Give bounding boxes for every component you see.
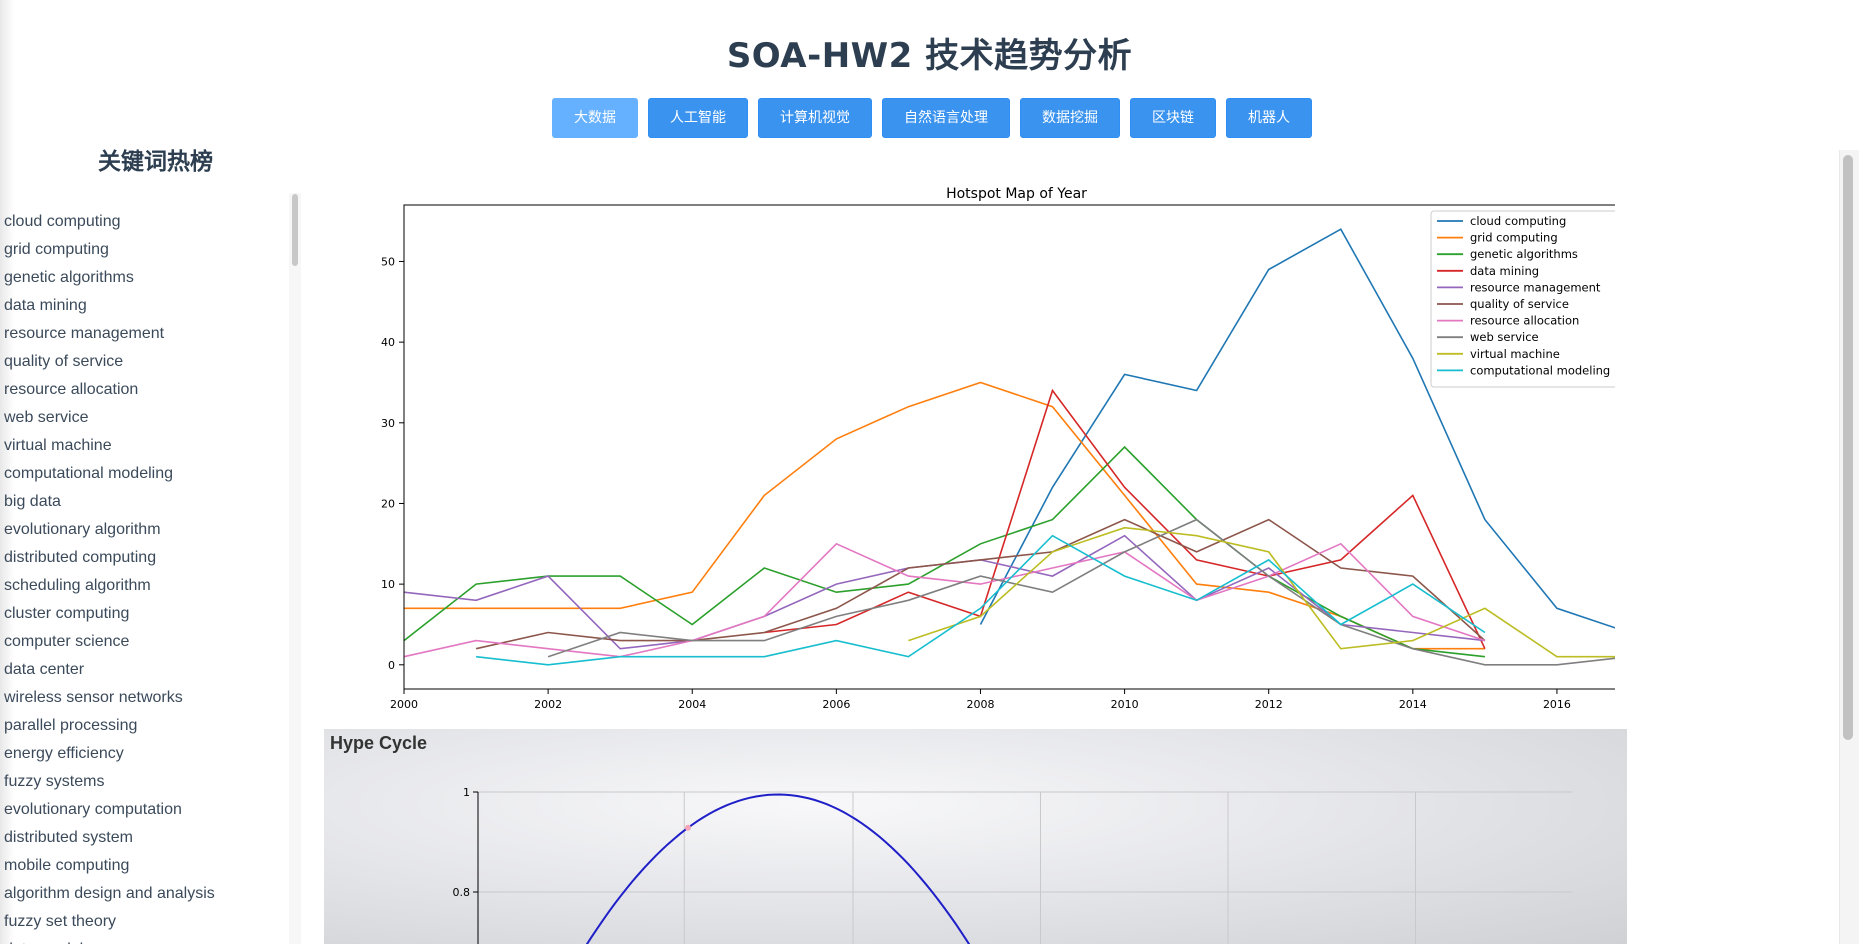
- keyword-item[interactable]: resource management: [0, 320, 299, 348]
- x-tick-label: 2002: [534, 698, 562, 711]
- keyword-item[interactable]: cloud computing: [0, 208, 299, 236]
- legend-label: web service: [1470, 330, 1539, 344]
- page-title: SOA-HW2 技术趋势分析: [0, 28, 1859, 77]
- hype-cycle-panel: 0.8 1 Hype Cycle: [324, 729, 1627, 944]
- x-tick-label: 2004: [678, 698, 706, 711]
- x-tick-label: 2016: [1543, 698, 1571, 711]
- keyword-item[interactable]: algorithm design and analysis: [0, 880, 299, 908]
- keyword-item[interactable]: distributed system: [0, 824, 299, 852]
- keyword-item[interactable]: parallel processing: [0, 712, 299, 740]
- keyword-item[interactable]: scheduling algorithm: [0, 572, 299, 600]
- y-tick-label: 10: [381, 578, 395, 591]
- legend-label: data mining: [1470, 264, 1539, 278]
- legend-label: genetic algorithms: [1470, 247, 1578, 261]
- topic-tabs: 大数据 人工智能 计算机视觉 自然语言处理 数据挖掘 区块链 机器人: [552, 98, 1312, 138]
- hotspot-chart-svg: Hotspot Map of Year 2000 2002 2004 2006 2008 2…: [305, 170, 1615, 715]
- keyword-item[interactable]: energy efficiency: [0, 740, 299, 768]
- legend-label: computational modeling: [1470, 363, 1610, 377]
- legend-label: virtual machine: [1470, 347, 1560, 361]
- keyword-item[interactable]: big data: [0, 488, 299, 516]
- sidebar-scrollbar-thumb[interactable]: [292, 194, 298, 266]
- keyword-item[interactable]: cluster computing: [0, 600, 299, 628]
- tab-7[interactable]: 机器人: [1226, 98, 1312, 138]
- tab-6[interactable]: 区块链: [1130, 98, 1216, 138]
- keyword-item[interactable]: distributed computing: [0, 544, 299, 572]
- x-tick-label: 2014: [1399, 698, 1427, 711]
- y-tick-label: 0.8: [453, 886, 471, 899]
- keyword-item[interactable]: genetic algorithms: [0, 264, 299, 292]
- x-tick-label: 2012: [1255, 698, 1283, 711]
- keyword-item[interactable]: web service: [0, 404, 299, 432]
- series-line-10: [476, 536, 1485, 665]
- keyword-sidebar[interactable]: cloud computing grid computing genetic alg…: [0, 193, 300, 944]
- y-tick-label: 20: [381, 497, 395, 510]
- hotspot-chart: Hotspot Map of Year 2000 2002 2004 2006 2008 2…: [305, 170, 1615, 715]
- keyword-item[interactable]: computer science: [0, 628, 299, 656]
- hype-curve: [568, 795, 1038, 944]
- tab-1[interactable]: 大数据: [552, 98, 638, 138]
- legend-label: quality of service: [1470, 297, 1569, 311]
- y-tick-label: 40: [381, 336, 395, 349]
- keyword-item[interactable]: fuzzy set theory: [0, 908, 299, 936]
- legend-label: resource management: [1470, 280, 1601, 294]
- keyword-item[interactable]: computational modeling: [0, 460, 299, 488]
- keyword-item[interactable]: grid computing: [0, 236, 299, 264]
- legend-label: resource allocation: [1470, 314, 1579, 328]
- x-tick-label: 2000: [390, 698, 418, 711]
- keyword-item[interactable]: mobile computing: [0, 852, 299, 880]
- x-tick-label: 2006: [822, 698, 850, 711]
- keyword-item[interactable]: quality of service: [0, 348, 299, 376]
- keyword-item[interactable]: resource allocation: [0, 376, 299, 404]
- y-tick-label: 1: [463, 786, 470, 799]
- x-tick-label: 2010: [1111, 698, 1139, 711]
- legend-label: grid computing: [1470, 231, 1558, 245]
- legend-label: cloud computing: [1470, 214, 1566, 228]
- tab-3[interactable]: 计算机视觉: [758, 98, 872, 138]
- keyword-item[interactable]: data center: [0, 656, 299, 684]
- page-scrollbar-thumb[interactable]: [1843, 155, 1853, 740]
- tab-4[interactable]: 自然语言处理: [882, 98, 1010, 138]
- keyword-item[interactable]: data model: [0, 936, 299, 944]
- tab-5[interactable]: 数据挖掘: [1020, 98, 1120, 138]
- keyword-item[interactable]: virtual machine: [0, 432, 299, 460]
- tab-2[interactable]: 人工智能: [648, 98, 748, 138]
- keyword-item[interactable]: fuzzy systems: [0, 768, 299, 796]
- hype-cycle-svg: 0.81: [324, 729, 1627, 944]
- chart-title: Hotspot Map of Year: [946, 186, 1087, 202]
- x-tick-label: 2008: [966, 698, 994, 711]
- sidebar-title: 关键词热榜: [98, 142, 213, 176]
- hype-point-marker: [685, 825, 691, 831]
- keyword-item[interactable]: evolutionary computation: [0, 796, 299, 824]
- keyword-item[interactable]: evolutionary algorithm: [0, 516, 299, 544]
- y-tick-label: 30: [381, 417, 395, 430]
- keyword-item[interactable]: data mining: [0, 292, 299, 320]
- series-line-7: [404, 544, 1485, 657]
- hype-cycle-title: Hype Cycle: [330, 733, 427, 754]
- sidebar-scrollbar[interactable]: [289, 193, 301, 944]
- keyword-item[interactable]: wireless sensor networks: [0, 684, 299, 712]
- y-tick-label: 0: [388, 659, 395, 672]
- keyword-list: cloud computing grid computing genetic alg…: [0, 193, 299, 944]
- y-tick-label: 50: [381, 255, 395, 268]
